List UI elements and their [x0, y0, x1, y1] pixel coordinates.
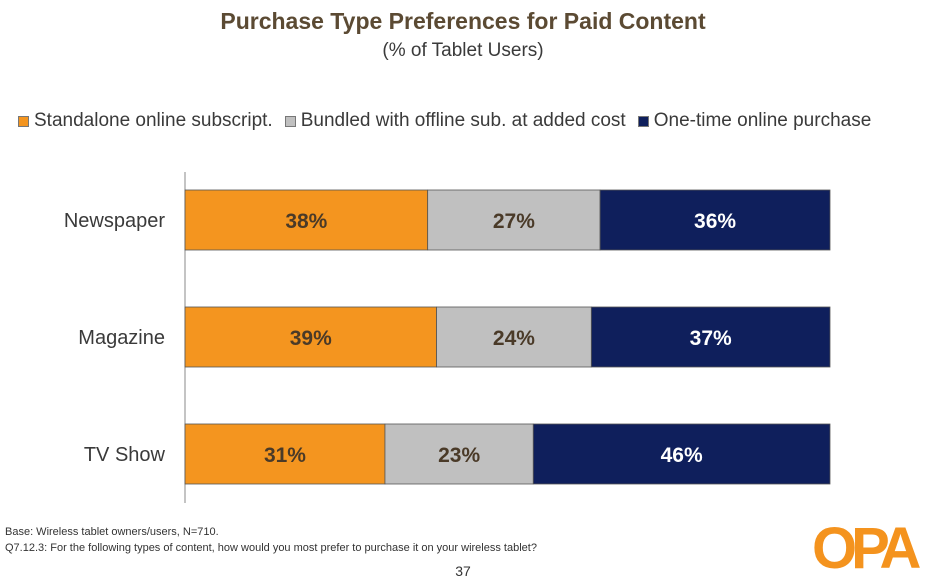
- chart-title: Purchase Type Preferences for Paid Conte…: [220, 8, 706, 34]
- bar-tv-show-series-2: [384, 423, 534, 485]
- legend-label-bundled: Bundled with offline sub. at added cost: [300, 110, 626, 131]
- footnote-question: Q7.12.3: For the following types of cont…: [5, 542, 537, 554]
- page-number: 37: [455, 563, 471, 579]
- footnote-base: Base: Wireless tablet owners/users, N=71…: [5, 526, 219, 538]
- legend-item-standalone: Standalone online subscript.: [18, 110, 273, 132]
- legend-swatch-one-time: [637, 115, 649, 127]
- data-label-newspaper-series-2: 27%: [493, 210, 535, 233]
- bar-magazine-series-3: [590, 306, 831, 368]
- category-label-newspaper: Newspaper: [64, 210, 166, 232]
- bar-newspaper-series-3: [599, 189, 831, 251]
- bar-newspaper-series-2: [427, 189, 601, 251]
- data-label-magazine-series-2: 24%: [493, 327, 535, 350]
- legend-label-standalone: Standalone online subscript.: [34, 110, 273, 131]
- data-label-tv-show-series-3: 46%: [661, 444, 703, 467]
- chart-subtitle: (% of Tablet Users): [382, 40, 544, 61]
- legend-swatch-bundled: [284, 115, 296, 127]
- bar-newspaper-series-1: [184, 189, 429, 251]
- bar-magazine-series-1: [184, 306, 437, 368]
- legend-item-bundled: Bundled with offline sub. at added cost: [284, 110, 626, 132]
- legend-swatch-standalone: [18, 115, 29, 127]
- legend: Standalone online subscript. Bundled wit…: [18, 110, 883, 132]
- legend-label-one-time: One-time online purchase: [653, 110, 872, 131]
- data-label-magazine-series-1: 39%: [290, 327, 332, 350]
- data-label-newspaper-series-1: 38%: [285, 210, 327, 233]
- opa-logo: OPA: [812, 516, 921, 581]
- legend-item-one-time: One-time online purchase: [637, 110, 872, 132]
- category-label-tv-show: TV Show: [84, 444, 166, 466]
- data-label-tv-show-series-2: 23%: [438, 444, 480, 467]
- data-label-newspaper-series-3: 36%: [694, 210, 736, 233]
- data-label-magazine-series-3: 37%: [690, 327, 732, 350]
- data-label-tv-show-series-1: 31%: [264, 444, 306, 467]
- bar-tv-show-series-1: [184, 423, 386, 485]
- bar-tv-show-series-3: [532, 423, 831, 485]
- category-label-magazine: Magazine: [78, 327, 165, 349]
